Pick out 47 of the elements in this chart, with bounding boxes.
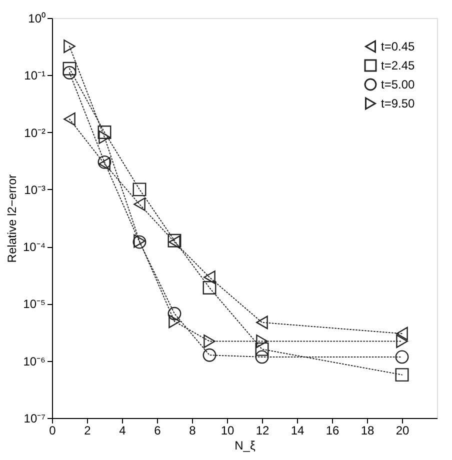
x-tick-label: 20 [396,424,410,438]
x-axis-title: N_ξ [234,438,256,452]
point [132,182,146,196]
point [134,198,146,211]
point [256,316,268,330]
point [255,342,269,356]
x-tick-label: 16 [326,424,340,438]
x-tick-label: 12 [256,424,270,438]
y-tick-label: 10⁻² [24,126,46,140]
x-tick-label: 8 [189,424,196,438]
point [62,66,76,80]
y-tick-label: 10⁻⁴ [22,240,46,254]
point [202,281,216,295]
point [256,334,268,348]
point [98,130,110,144]
y-tick-label: 10⁻⁵ [23,297,46,312]
point [395,368,409,382]
y-tick-label: 10⁻³ [24,182,46,197]
point [64,40,76,53]
point [204,270,216,284]
y-axis-title: Relative l2−error [4,174,19,263]
point [202,348,216,362]
point [396,334,408,348]
y-tick-label: 10⁰ [28,12,46,26]
y-tick-label: 10⁻⁶ [23,354,46,368]
legend-label: t=0.45 [381,40,416,54]
legend-label: t=9.50 [381,96,416,110]
point [98,126,112,140]
point [168,314,180,328]
x-tick-label: 0 [49,424,56,438]
legend-label: t=5.00 [381,78,416,92]
legend-label: t=2.45 [381,58,416,72]
x-tick-label: 14 [290,424,304,438]
point [62,62,76,76]
point [168,306,182,320]
point [64,112,76,126]
point [395,350,409,364]
x-tick-label: 10 [220,424,234,438]
x-tick-label: 6 [154,424,162,438]
x-tick-label: 2 [84,424,92,438]
x-tick-label: 18 [360,424,374,438]
y-tick-label: 10⁻⁷ [24,412,46,426]
point [396,326,408,340]
point [255,350,269,364]
x-tick-label: 4 [119,424,126,438]
point [204,334,216,348]
y-tick-label: 10⁻¹ [24,68,46,83]
